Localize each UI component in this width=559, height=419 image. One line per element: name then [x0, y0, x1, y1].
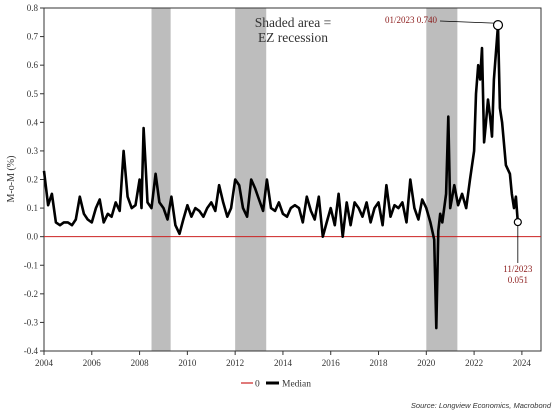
x-tick-label: 2024: [513, 358, 532, 368]
y-tick-label: 0.3: [27, 146, 39, 156]
y-axis-label: M-o-M (%): [6, 156, 17, 203]
y-tick-label: 0.0: [27, 232, 39, 242]
series-layer: [42, 23, 541, 330]
shading-note-line-1: Shaded area =: [255, 15, 332, 30]
y-tick-label: 0.4: [27, 117, 39, 127]
y-tick-label: 0.8: [27, 3, 39, 13]
annotation-latest-label-line: 0.051: [508, 275, 528, 285]
annotation-peak-marker: [492, 20, 504, 31]
recession-band-1: [151, 8, 171, 351]
x-tick-label: 2016: [322, 358, 341, 368]
y-tick-label: -0.2: [24, 289, 38, 299]
x-tick-label: 2022: [465, 358, 483, 368]
axes-layer: -0.4 -0.3 -0.2 -0.1 0.0 0.1 0.2 0.3 0.4 0.5 0.6 0.7…: [24, 3, 542, 368]
x-tick-label: 2010: [178, 358, 197, 368]
shading-note-line-2: EZ recession: [258, 30, 328, 45]
x-tick-label: 2008: [131, 358, 150, 368]
y-tick-label: 0.1: [27, 203, 38, 213]
x-tick-label: 2020: [417, 358, 436, 368]
series-line-median: [42, 23, 520, 330]
y-tick-label: 0.5: [27, 89, 39, 99]
plot-frame: [43, 7, 542, 352]
legend-median-label: Median: [282, 380, 311, 390]
x-tick-label: 2006: [83, 358, 102, 368]
y-tick-label: 0.7: [27, 32, 39, 42]
legend-zero-label: 0: [255, 380, 260, 390]
y-tick-label: 0.2: [27, 175, 38, 185]
recession-band-3: [426, 8, 458, 351]
x-tick-label: 2004: [35, 358, 54, 368]
x-tick-label: 2014: [274, 358, 293, 368]
legend: 0 Median: [241, 380, 311, 390]
x-tick-label: 2018: [370, 358, 389, 368]
annotation-peak-leader: [439, 20, 495, 24]
x-tick-label: 2012: [226, 358, 244, 368]
annotation-peak-label: 01/2023 0.740: [385, 15, 438, 25]
annotation-latest-marker: [513, 217, 522, 227]
y-tick-label: 0.6: [27, 60, 39, 70]
source-note: Source: Longview Economics, Macrobond: [411, 401, 552, 410]
y-tick-label: -0.4: [24, 346, 39, 356]
y-tick-label: -0.3: [24, 317, 39, 327]
annotation-latest-label-line: 11/2023: [503, 264, 533, 274]
y-tick-label: -0.1: [24, 260, 38, 270]
